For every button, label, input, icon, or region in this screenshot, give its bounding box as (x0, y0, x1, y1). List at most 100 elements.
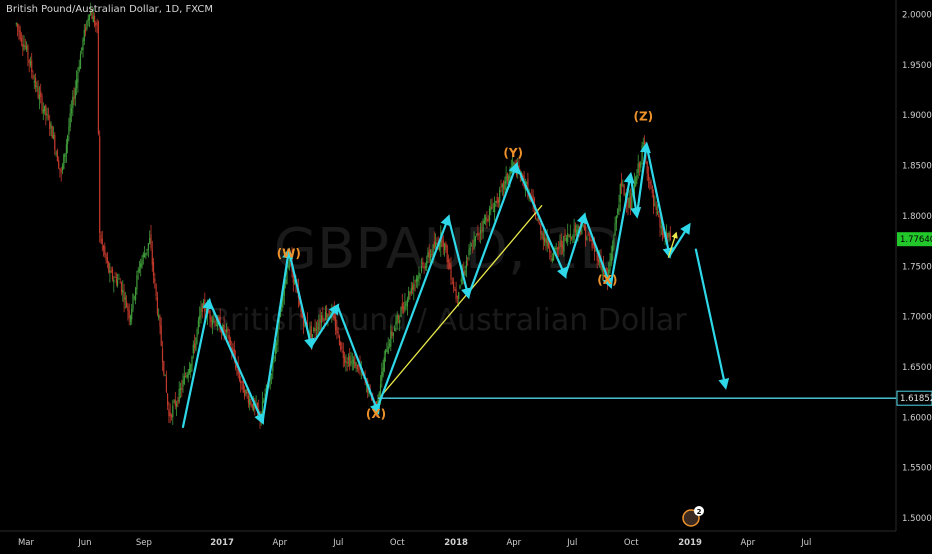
candle-body (524, 186, 526, 191)
candle-body (391, 329, 393, 336)
candle-body (65, 144, 67, 154)
candle-body (311, 334, 314, 338)
candle (183, 365, 185, 386)
candle-body (177, 400, 179, 404)
candle-body (310, 326, 312, 341)
candle (445, 241, 447, 253)
x-tick-label: Sep (136, 538, 152, 548)
candle (146, 248, 148, 256)
candle (187, 369, 189, 383)
candle (344, 351, 346, 367)
candle-body (88, 14, 90, 20)
candle (474, 235, 476, 247)
candle-body (83, 29, 85, 41)
candle (404, 293, 406, 313)
candle (144, 246, 146, 258)
candle (44, 105, 46, 115)
candle (241, 380, 243, 390)
candle-body (404, 301, 406, 310)
candle (33, 74, 35, 89)
wave-label: (X) (597, 273, 617, 287)
candle-body (54, 134, 56, 151)
candle (538, 221, 541, 225)
candle-body (608, 269, 610, 278)
candle (350, 351, 352, 367)
candle (382, 359, 384, 378)
candle (326, 304, 328, 321)
candle-body (188, 368, 190, 374)
candle-body (240, 380, 242, 384)
candle-body (503, 181, 505, 190)
candle (54, 132, 56, 156)
candle (67, 134, 69, 154)
candle-body (23, 44, 25, 50)
candle-body (36, 85, 38, 88)
candle (397, 314, 399, 324)
candle-body (433, 241, 435, 249)
candle-body (99, 136, 101, 233)
candle (173, 399, 175, 404)
candle (467, 256, 469, 267)
candle (428, 244, 430, 264)
candle (111, 266, 114, 282)
candle-body (458, 292, 460, 299)
candle (317, 319, 319, 337)
wave-arrow-segment (563, 212, 588, 277)
candle-body (651, 186, 653, 193)
wave-arrows (181, 141, 730, 428)
wave-label: (Z) (633, 110, 653, 124)
candle-body (303, 318, 305, 326)
candle-body (314, 328, 316, 332)
candle-body (574, 225, 576, 233)
candle-body (464, 270, 466, 276)
candle (27, 43, 29, 67)
candle (418, 266, 420, 286)
candle-body (276, 342, 278, 345)
candle-body (591, 238, 593, 248)
candle-body (454, 289, 456, 291)
candle-body (455, 289, 457, 300)
candle-body (141, 259, 143, 267)
candle (313, 326, 315, 334)
candle-body (500, 186, 502, 188)
candle-body (111, 269, 114, 280)
y-tick-label: 2.00000 (902, 11, 932, 21)
candle (355, 361, 357, 373)
candle-body (577, 225, 579, 233)
candle-body (256, 402, 258, 411)
candle (637, 154, 639, 179)
candle (668, 231, 670, 243)
candle (165, 370, 167, 393)
candle (456, 295, 458, 305)
candle (135, 286, 137, 305)
wave-arrow-segment (336, 304, 381, 415)
candle (551, 253, 553, 264)
candle-body (68, 126, 70, 135)
candle-body (146, 249, 148, 251)
candle-body (101, 239, 103, 245)
candle (245, 389, 247, 397)
candle (617, 208, 619, 219)
candle-body (392, 332, 394, 336)
candle-body (620, 181, 623, 186)
candle-body (474, 236, 476, 242)
candle (647, 166, 650, 189)
candle-body (294, 279, 296, 285)
wave-arrow-segment (287, 249, 315, 350)
candle-body (292, 268, 294, 283)
candle-body (133, 296, 135, 298)
candle (542, 226, 544, 251)
candle-body (588, 238, 591, 240)
candle (636, 169, 638, 185)
candle-body (414, 281, 416, 283)
candle-body (197, 320, 199, 328)
candle (197, 316, 199, 335)
candle-body (37, 87, 39, 98)
candle-body (394, 327, 396, 331)
candle-body (449, 262, 451, 270)
candle-body (501, 184, 503, 187)
candle-body (91, 12, 93, 19)
candle (232, 343, 234, 353)
